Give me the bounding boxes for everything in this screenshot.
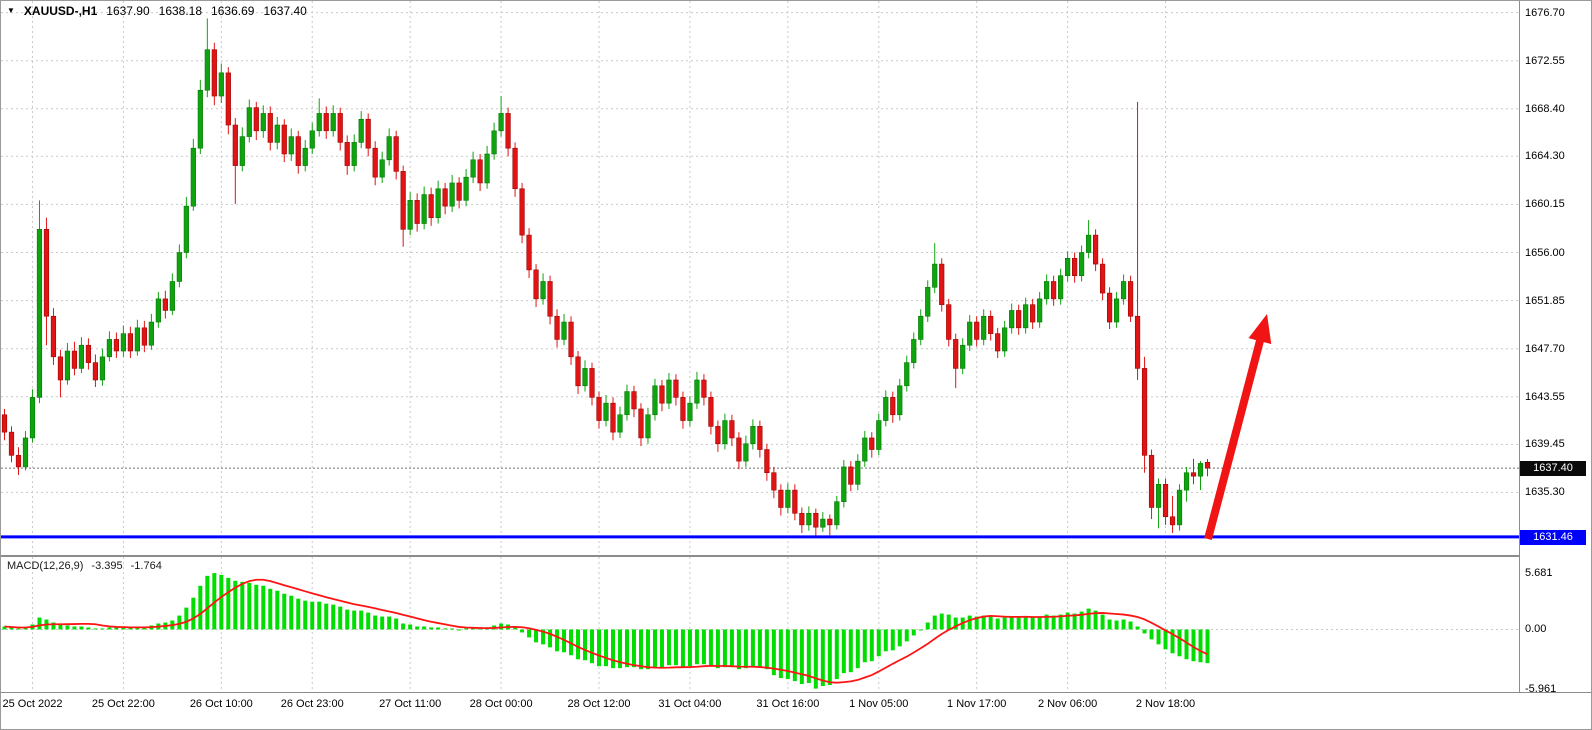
macd-signal-value: -1.764	[130, 560, 162, 572]
price-axis-label: 1664.30	[1525, 150, 1565, 163]
price-axis[interactable]: 1676.70 1672.55 1668.40 1664.30 1660.15 1656.…	[1520, 1, 1591, 695]
macd-axis-label: 0.00	[1525, 623, 1547, 636]
close-value: 1637.40	[263, 4, 307, 18]
trend-arrow-shaft[interactable]	[1204, 333, 1266, 541]
macd-name: MACD(12,26,9)	[7, 560, 84, 572]
price-axis-label: 1643.55	[1525, 390, 1565, 403]
price-axis-label: 1660.15	[1525, 198, 1565, 211]
time-axis-label: 26 Oct 23:00	[280, 698, 344, 710]
panel-divider[interactable]	[1, 555, 1519, 557]
time-axis-label: 26 Oct 10:00	[189, 698, 253, 710]
time-axis-label: 31 Oct 04:00	[658, 698, 722, 710]
macd-panel-canvas[interactable]	[1, 557, 1519, 692]
current-price-badge: 1637.40	[1520, 461, 1586, 477]
support-price-badge: 1631.46	[1520, 529, 1586, 545]
low-value: 1636.69	[211, 4, 255, 18]
price-chart-canvas[interactable]	[1, 1, 1519, 555]
time-axis-label: 1 Nov 17:00	[947, 698, 1007, 710]
macd-main-value: -3.395	[91, 560, 123, 572]
macd-signal-line	[4, 578, 1208, 684]
macd-axis-label: -5.961	[1525, 682, 1557, 695]
macd-histogram	[2, 573, 1210, 689]
time-axis[interactable]: 25 Oct 2022 25 Oct 22:00 26 Oct 10:00 26 Oc…	[1, 695, 1519, 719]
time-axis-label: 25 Oct 2022	[2, 698, 63, 710]
high-value: 1638.18	[158, 4, 203, 18]
chart-shift-icon: ▼	[7, 6, 15, 15]
price-axis-label: 1668.40	[1525, 102, 1565, 115]
price-axis-label: 1639.45	[1525, 438, 1565, 451]
macd-indicator-label: MACD(12,26,9) -3.395 -1.764	[7, 560, 162, 572]
time-axis-label: 28 Oct 00:00	[469, 698, 533, 710]
price-axis-label: 1672.55	[1525, 54, 1565, 67]
time-axis-label: 1 Nov 05:00	[849, 698, 909, 710]
trend-arrow-head[interactable]	[1248, 314, 1272, 345]
time-axis-label: 31 Oct 16:00	[756, 698, 820, 710]
price-axis-label: 1651.85	[1525, 294, 1565, 307]
price-axis-label: 1635.30	[1525, 486, 1565, 499]
time-axis-label: 2 Nov 18:00	[1135, 698, 1196, 710]
time-axis-label: 27 Oct 11:00	[379, 698, 442, 710]
candles-layer	[1, 18, 1211, 537]
price-axis-label: 1676.70	[1525, 6, 1565, 19]
ohlc-header: ▼ XAUUSD-,H1 1637.90 1638.18 1636.69 163…	[7, 4, 307, 18]
macd-grid-layer	[1, 557, 1519, 692]
price-axis-label: 1647.70	[1525, 342, 1565, 355]
time-axis-label: 2 Nov 06:00	[1037, 698, 1098, 710]
price-axis-label: 1656.00	[1525, 246, 1565, 259]
symbol-timeframe-label: XAUUSD-,H1	[23, 4, 98, 18]
open-value: 1637.90	[106, 4, 150, 18]
time-axis-divider	[1, 692, 1591, 693]
macd-axis-label: 5.681	[1525, 567, 1553, 580]
time-axis-label: 28 Oct 12:00	[567, 698, 631, 710]
time-axis-label: 25 Oct 22:00	[91, 698, 155, 710]
price-axis-divider	[1519, 1, 1520, 692]
